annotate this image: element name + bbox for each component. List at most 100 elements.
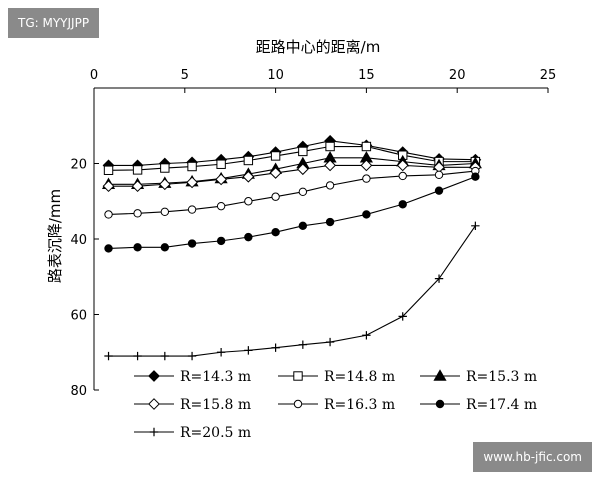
legend-marker (293, 371, 303, 381)
data-point (324, 159, 336, 172)
y-tick-label: 80 (70, 384, 87, 399)
data-point (325, 217, 335, 227)
data-point (187, 239, 197, 248)
data-point (298, 221, 308, 230)
legend-label: R=15.3 m (466, 369, 537, 385)
x-tick-label: 10 (267, 68, 284, 83)
data-point (271, 192, 280, 201)
x-tick-label: 15 (358, 68, 375, 83)
data-point (132, 165, 143, 175)
data-point (471, 221, 480, 230)
data-point (104, 244, 113, 253)
series-layer (101, 134, 482, 361)
y-axis-label: 路表沉降/mm (46, 189, 64, 283)
data-point (471, 172, 480, 181)
x-tick-label: 0 (90, 68, 98, 83)
data-point (216, 159, 226, 169)
data-point (269, 167, 282, 179)
data-point (187, 205, 197, 214)
data-point (216, 236, 226, 246)
watermark-bottom-right: www.hb-jfic.com (473, 442, 592, 472)
legend-label: R=16.3 m (324, 397, 395, 413)
data-point (133, 351, 142, 361)
data-point (362, 210, 371, 219)
data-point (244, 346, 253, 355)
data-point (160, 207, 170, 217)
data-point (216, 348, 226, 357)
data-point (131, 180, 144, 193)
axes: 0 5 10 15 20 25 20 40 60 80 (70, 68, 556, 399)
series-4 (102, 159, 482, 193)
legend-label: R=17.4 m (466, 397, 537, 413)
legend-entry: R=15.3 m (420, 369, 537, 385)
legend-entry: R=17.4 m (420, 397, 537, 413)
data-point (158, 178, 171, 191)
data-point (160, 163, 170, 173)
data-point (434, 170, 444, 180)
data-point (298, 146, 308, 157)
data-point (362, 174, 371, 183)
legend-marker (435, 399, 445, 409)
data-point (434, 186, 444, 195)
data-point (187, 161, 197, 172)
x-tick-label: 5 (181, 68, 189, 83)
data-point (186, 176, 198, 189)
data-point (398, 171, 407, 181)
legend-label: R=15.8 m (180, 397, 251, 413)
data-point (325, 337, 335, 347)
data-point (298, 187, 308, 197)
data-point (360, 159, 373, 172)
data-point (244, 197, 253, 206)
data-point (271, 228, 280, 237)
y-tick-label: 40 (70, 233, 87, 248)
data-point (216, 201, 226, 211)
legend-marker (433, 369, 447, 381)
data-point (133, 209, 142, 218)
watermark-top-left: TG: MYYJJPP (8, 8, 100, 38)
legend-marker (148, 370, 160, 382)
data-point (103, 165, 114, 175)
data-point (270, 151, 281, 161)
data-point (160, 351, 170, 361)
legend-entry: R=14.3 m (134, 369, 251, 385)
data-point (325, 141, 335, 152)
data-point (325, 181, 335, 190)
data-point (271, 343, 280, 352)
data-point (160, 243, 170, 252)
data-point (104, 210, 113, 219)
data-point (215, 173, 228, 186)
data-point (187, 351, 197, 361)
series-6 (104, 172, 480, 253)
data-point (242, 170, 255, 183)
series-5 (104, 166, 480, 219)
data-point (104, 351, 113, 361)
data-point (434, 274, 444, 283)
data-point (398, 200, 407, 209)
legend-marker (148, 398, 160, 410)
data-point (362, 331, 371, 340)
legend-label: R=14.8 m (324, 369, 395, 385)
legend-label: R=20.5 m (180, 425, 251, 441)
legend-entry: R=16.3 m (278, 397, 395, 413)
data-point (102, 180, 115, 193)
legend: R=14.3 m R=14.8 m R=15.3 m R=15.8 m R=16.3 m… (134, 369, 537, 441)
x-tick-label: 20 (449, 68, 466, 83)
data-point (133, 243, 142, 252)
legend-marker (293, 399, 303, 409)
legend-entry: R=14.8 m (278, 369, 395, 385)
legend-label: R=14.3 m (180, 369, 251, 385)
legend-entry: R=15.8 m (134, 397, 251, 413)
x-tick-label: 25 (540, 68, 557, 83)
data-point (296, 163, 309, 176)
series-7 (104, 221, 480, 361)
data-point (244, 232, 253, 242)
data-point (298, 340, 308, 349)
x-axis-label: 距路中心的距离/m (256, 38, 381, 56)
data-point (398, 312, 407, 321)
y-tick-label: 60 (70, 309, 87, 324)
data-point (361, 141, 372, 152)
legend-entry: R=20.5 m (134, 425, 251, 441)
y-tick-label: 20 (70, 158, 87, 173)
